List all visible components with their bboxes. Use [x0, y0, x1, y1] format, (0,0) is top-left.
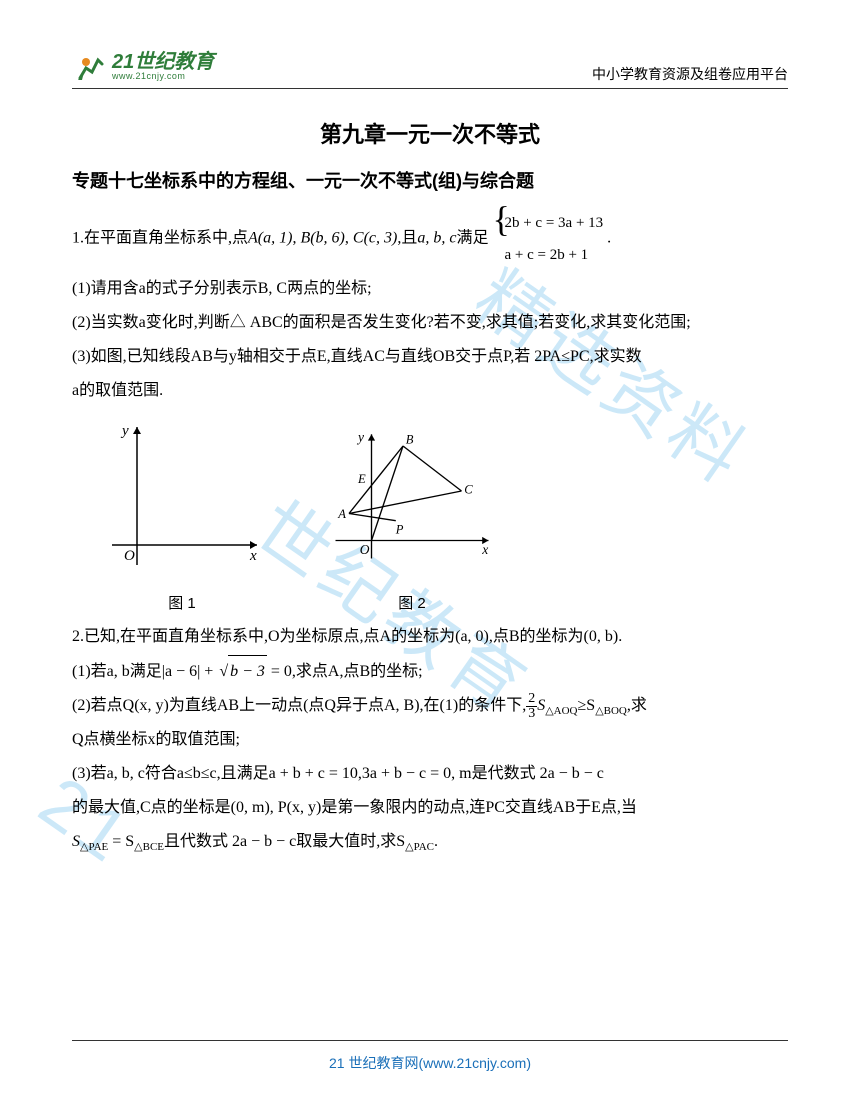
figure-2: O x y A B C E P 图 2	[322, 415, 502, 613]
svg-text:P: P	[395, 522, 404, 536]
page-footer: 21 世纪教育网(www.21cnjy.com)	[72, 1040, 788, 1073]
equation-system: 2b + c = 3a + 13 a + c = 2b + 1	[492, 207, 603, 271]
problem-1-part2: (2)当实数a变化时,判断△ ABC的面积是否发生变化?若不变,求其值;若变化,…	[72, 307, 788, 339]
svg-text:x: x	[249, 548, 257, 564]
coord-axes-icon: O x y	[92, 415, 272, 585]
figure-1-caption: 图 1	[92, 592, 272, 613]
svg-text:x: x	[481, 542, 488, 557]
problem-1-part3: (3)如图,已知线段AB与y轴相交于点E,直线AC与直线OB交于点P,若 2PA…	[72, 341, 788, 373]
svg-text:E: E	[357, 472, 366, 486]
problem-2-part3c: S△PAE = S△BCE且代数式 2a − b − c取最大值时,求S△PAC…	[72, 826, 788, 858]
header-subtitle: 中小学教育资源及组卷应用平台	[592, 64, 788, 84]
problem-2-stem: 2.已知,在平面直角坐标系中,O为坐标原点,点A的坐标为(a, 0),点B的坐标…	[72, 621, 788, 653]
svg-text:y: y	[120, 423, 129, 439]
logo-url: www.21cnjy.com	[112, 72, 214, 81]
problem-1-part1: (1)请用含a的式子分别表示B, C两点的坐标;	[72, 273, 788, 305]
section-title: 专题十七坐标系中的方程组、一元一次不等式(组)与综合题	[72, 167, 788, 193]
triangle-diagram-icon: O x y A B C E P	[322, 415, 502, 585]
problem-1-part3b: a的取值范围.	[72, 375, 788, 407]
problem-2-part2: (2)若点Q(x, y)为直线AB上一动点(点Q异于点A, B),在(1)的条件…	[72, 690, 788, 722]
problem-2-part3a: (3)若a, b, c符合a≤b≤c,且满足a + b + c = 10,3a …	[72, 758, 788, 790]
problem-2-part3b: 的最大值,C点的坐标是(0, m), P(x, y)是第一象限内的动点,连PC交…	[72, 792, 788, 824]
logo: 21世纪教育 www.21cnjy.com	[72, 48, 214, 84]
svg-text:C: C	[464, 483, 473, 497]
figure-2-caption: 图 2	[322, 592, 502, 613]
figures-row: O x y 图 1 O x y A B C E P 图 2	[92, 415, 788, 613]
page-header: 21世纪教育 www.21cnjy.com 中小学教育资源及组卷应用平台	[72, 48, 788, 89]
svg-text:y: y	[356, 430, 364, 445]
problem-1-stem: 1.在平面直角坐标系中,点A(a, 1), B(b, 6), C(c, 3),且…	[72, 207, 788, 271]
svg-text:O: O	[124, 548, 135, 564]
problem-2-part2b: Q点横坐标x的取值范围;	[72, 724, 788, 756]
svg-text:O: O	[360, 542, 370, 557]
figure-1: O x y 图 1	[92, 415, 272, 613]
svg-text:B: B	[406, 432, 414, 446]
svg-text:A: A	[337, 507, 346, 521]
problem-2-part1: (1)若a, b满足|a − 6| + b − 3 = 0,求点A,点B的坐标;	[72, 655, 788, 688]
chapter-title: 第九章一元一次不等式	[72, 117, 788, 149]
logo-title: 21世纪教育	[112, 52, 214, 72]
runner-icon	[72, 48, 108, 84]
